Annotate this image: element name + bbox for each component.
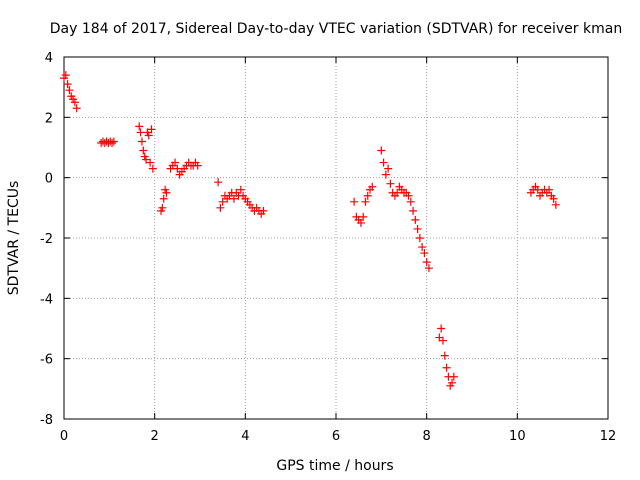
chart-title: Day 184 of 2017, Sidereal Day-to-day VTE… (50, 21, 622, 37)
x-tick-label: 10 (509, 429, 526, 444)
data-point (142, 155, 151, 164)
data-point (159, 194, 168, 203)
data-point (549, 194, 558, 203)
data-point (438, 336, 447, 345)
data-point (409, 206, 418, 215)
data-point (420, 249, 429, 258)
data-point (230, 194, 238, 203)
data-point (216, 203, 225, 212)
data-point (384, 164, 393, 173)
x-tick-label: 8 (423, 429, 431, 444)
data-point (171, 158, 180, 167)
x-tick-label: 6 (332, 429, 340, 444)
data-point (413, 224, 422, 233)
data-point (424, 264, 433, 273)
data-point (406, 197, 415, 206)
y-tick-label: -4 (40, 292, 53, 307)
data-point (533, 185, 542, 194)
data-point (379, 158, 388, 167)
data-point (356, 218, 365, 227)
axes (63, 56, 609, 420)
data-point (363, 191, 372, 200)
data-point (108, 138, 117, 147)
data-point (135, 122, 144, 131)
data-point (137, 137, 146, 146)
tick-labels: 0 2 4 6 8 10 12 -8 -6 -4 -2 0 2 4 (40, 51, 616, 444)
data-point (418, 243, 427, 252)
y-tick-label: 0 (45, 172, 53, 187)
grid (64, 57, 608, 419)
data-point (259, 206, 268, 215)
y-tick-label: -8 (40, 413, 53, 428)
data-point (381, 170, 390, 179)
data-point (70, 98, 79, 107)
data-point (350, 197, 359, 206)
data-point (146, 158, 155, 167)
y-tick-label: -6 (40, 353, 53, 368)
data-point (449, 372, 458, 381)
x-tick-label: 0 (60, 429, 68, 444)
data-point (386, 179, 395, 188)
data-point (72, 104, 81, 113)
data-points (60, 71, 560, 390)
data-point (411, 215, 420, 224)
y-tick-label: 2 (45, 111, 53, 126)
data-point (136, 128, 145, 137)
data-point (144, 131, 153, 140)
data-point (440, 351, 449, 360)
data-point (377, 146, 386, 155)
data-point (173, 164, 182, 173)
data-point (448, 378, 457, 387)
x-tick-label: 12 (600, 429, 617, 444)
data-point (422, 258, 431, 267)
y-axis-label: SDTVAR / TECUs (6, 181, 22, 296)
y-tick-label: -2 (40, 232, 53, 247)
data-point (442, 363, 451, 372)
data-point (147, 125, 156, 134)
x-axis-label: GPS time / hours (276, 458, 393, 474)
data-point (404, 191, 413, 200)
data-point (236, 185, 245, 194)
data-point (415, 234, 424, 242)
data-point (193, 161, 202, 170)
data-point (158, 203, 167, 212)
data-point (437, 324, 446, 333)
y-tick-label: 4 (45, 51, 53, 66)
data-point (545, 185, 554, 194)
data-point (551, 200, 560, 209)
x-tick-label: 4 (241, 429, 249, 444)
data-point (361, 197, 370, 206)
data-point (109, 137, 118, 146)
data-point (162, 188, 171, 197)
data-point (148, 164, 157, 173)
data-point (63, 80, 72, 89)
data-point (214, 178, 223, 187)
data-point (61, 71, 70, 80)
data-point (218, 197, 227, 206)
data-point (393, 188, 402, 197)
data-point (65, 86, 74, 95)
x-tick-label: 2 (151, 429, 159, 444)
data-point (359, 212, 368, 221)
data-point (139, 146, 148, 155)
data-point (368, 182, 377, 191)
